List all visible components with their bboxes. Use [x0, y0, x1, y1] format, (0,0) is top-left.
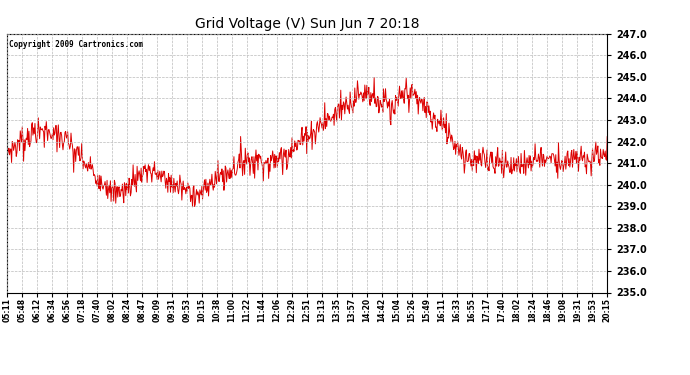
Text: Copyright 2009 Cartronics.com: Copyright 2009 Cartronics.com	[9, 40, 143, 49]
Title: Grid Voltage (V) Sun Jun 7 20:18: Grid Voltage (V) Sun Jun 7 20:18	[195, 17, 420, 31]
